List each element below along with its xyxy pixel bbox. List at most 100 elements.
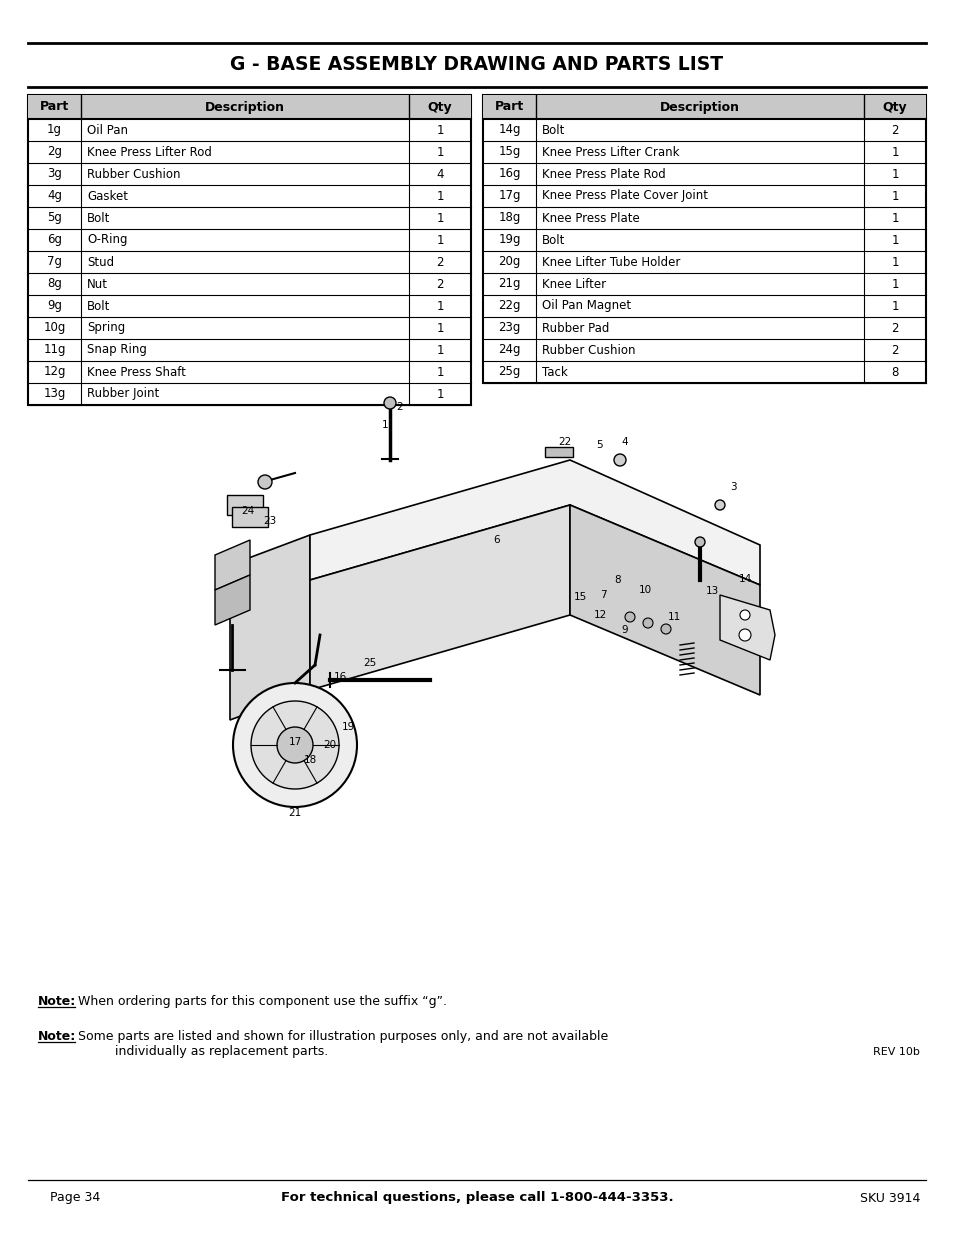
Text: Knee Press Plate Cover Joint: Knee Press Plate Cover Joint [541,189,707,203]
Text: 9g: 9g [47,300,62,312]
Bar [482,95,925,119]
Polygon shape [310,459,760,585]
Text: G - BASE ASSEMBLY DRAWING AND PARTS LIST: G - BASE ASSEMBLY DRAWING AND PARTS LIST [231,56,722,74]
Text: 11g: 11g [43,343,66,357]
Text: 17: 17 [288,737,301,747]
Text: 1: 1 [890,211,898,225]
Text: 7: 7 [599,590,606,600]
Text: Bolt: Bolt [541,124,565,137]
Polygon shape [569,505,760,695]
Text: Knee Press Plate: Knee Press Plate [541,211,639,225]
Text: Knee Press Lifter Rod: Knee Press Lifter Rod [87,146,212,158]
Text: 10g: 10g [43,321,66,335]
Polygon shape [214,540,250,590]
Text: Description: Description [659,100,740,114]
Text: O-Ring: O-Ring [87,233,128,247]
Polygon shape [720,595,774,659]
Text: 4: 4 [621,437,628,447]
Text: 1: 1 [890,146,898,158]
Text: Tack: Tack [541,366,567,378]
Text: 15: 15 [573,592,586,601]
Circle shape [740,610,749,620]
Text: Oil Pan Magnet: Oil Pan Magnet [541,300,631,312]
Text: 3: 3 [729,482,736,492]
Bar [544,447,573,457]
Text: 19: 19 [341,722,355,732]
Text: Nut: Nut [87,278,108,290]
Text: Stud: Stud [87,256,114,268]
Circle shape [233,683,356,806]
Circle shape [257,475,272,489]
Text: REV 10b: REV 10b [872,1047,919,1057]
Bar [28,95,471,405]
Text: 13: 13 [704,585,718,597]
Text: For technical questions, please call 1-800-444-3353.: For technical questions, please call 1-8… [280,1192,673,1204]
Text: Oil Pan: Oil Pan [87,124,128,137]
Text: 22g: 22g [497,300,520,312]
Text: 24: 24 [241,506,254,516]
Text: 12g: 12g [43,366,66,378]
Text: 5g: 5g [47,211,62,225]
Text: Rubber Joint: Rubber Joint [87,388,159,400]
Text: 20g: 20g [497,256,520,268]
Text: Page 34: Page 34 [50,1192,100,1204]
Text: 1: 1 [890,300,898,312]
Text: 5: 5 [596,440,602,450]
Circle shape [642,618,652,629]
Text: 18: 18 [303,755,316,764]
Polygon shape [310,505,569,690]
Text: Rubber Cushion: Rubber Cushion [87,168,180,180]
Text: Knee Press Shaft: Knee Press Shaft [87,366,186,378]
Circle shape [739,629,750,641]
Text: Knee Press Plate Rod: Knee Press Plate Rod [541,168,665,180]
Text: Bolt: Bolt [87,300,111,312]
Text: 1: 1 [890,168,898,180]
Text: 1g: 1g [47,124,62,137]
Text: Note:: Note: [38,1030,76,1044]
Text: 17g: 17g [497,189,520,203]
Text: 19g: 19g [497,233,520,247]
Circle shape [384,396,395,409]
Text: Description: Description [205,100,285,114]
Text: 18g: 18g [497,211,520,225]
Polygon shape [230,535,310,720]
Text: 16: 16 [333,672,346,682]
Text: 8: 8 [614,576,620,585]
Text: 21g: 21g [497,278,520,290]
Text: 23: 23 [263,516,276,526]
Text: 1: 1 [436,321,443,335]
Text: 4: 4 [436,168,443,180]
Text: When ordering parts for this component use the suffix “g”.: When ordering parts for this component u… [78,995,447,1008]
Text: 22: 22 [558,437,571,447]
Text: 2: 2 [890,124,898,137]
Text: 1: 1 [890,256,898,268]
Text: 1: 1 [436,388,443,400]
Circle shape [614,454,625,466]
Text: Spring: Spring [87,321,125,335]
Text: Gasket: Gasket [87,189,128,203]
Text: 2g: 2g [47,146,62,158]
Text: 25: 25 [363,658,376,668]
Text: 1: 1 [436,300,443,312]
Text: Knee Lifter: Knee Lifter [541,278,606,290]
Text: SKU 3914: SKU 3914 [859,1192,919,1204]
Circle shape [624,613,635,622]
Text: 3g: 3g [47,168,62,180]
Text: 1: 1 [890,233,898,247]
Text: 12: 12 [593,610,606,620]
Text: 2: 2 [436,256,443,268]
Text: Rubber Cushion: Rubber Cushion [541,343,635,357]
Text: 1: 1 [436,124,443,137]
Circle shape [276,727,313,763]
Text: 2: 2 [890,321,898,335]
Text: 24g: 24g [497,343,520,357]
Text: 20: 20 [323,740,336,750]
Text: 1: 1 [890,278,898,290]
Text: 9: 9 [621,625,628,635]
Text: Note:: Note: [38,995,76,1008]
Text: 11: 11 [667,613,679,622]
Bar [482,95,925,383]
Text: 4g: 4g [47,189,62,203]
Circle shape [714,500,724,510]
Bar [227,495,263,515]
